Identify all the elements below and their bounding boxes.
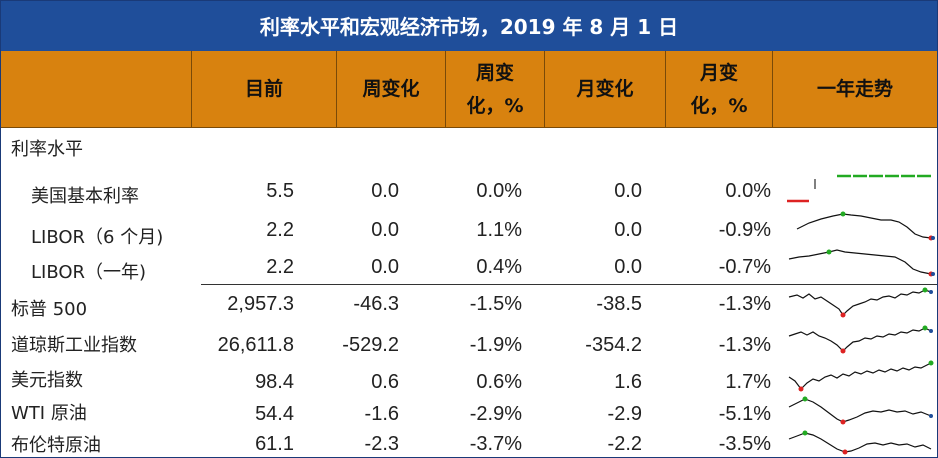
row-week-pct: 0.6% [476,371,522,393]
row-month-pct: -0.7% [718,256,771,278]
header-month-pct-line2: 化，% [690,94,748,117]
row-current: 2.2 [266,219,294,241]
trend-sparkline [788,249,935,277]
row-week-pct: -1.9% [469,334,522,356]
header-divider [1,127,937,128]
row-week-change: 0.0 [371,256,399,278]
header-month-change-text: 月变化 [576,78,634,100]
section-rates-label: 利率水平 [11,139,83,160]
trend-sparkline [788,325,933,354]
row-label: 美国基本利率 [31,186,139,207]
row-month-change: 0.0 [614,180,642,202]
header-week-change-pct: 周变 化，% [446,51,545,128]
row-month-change: -354.2 [585,334,642,356]
row-current: 2.2 [266,256,294,278]
row-label: 道琼斯工业指数 [11,335,137,356]
row-week-pct: -2.9% [469,403,522,425]
header-week-change: 周变化 [337,51,446,128]
row-month-pct: 0.0% [725,180,771,202]
row-month-pct: -5.1% [718,403,771,425]
row-month-change: -38.5 [596,293,642,315]
row-week-pct: 1.1% [476,219,522,241]
table-title: 利率水平和宏观经济市场，2019 年 8 月 1 日 [1,1,937,51]
header-week-pct-line2: 化，% [466,94,524,117]
row-current: 26,611.8 [217,334,294,356]
row-label: LIBOR（一年) [31,262,147,283]
row-week-pct: 0.0% [476,180,522,202]
header-trend-text: 一年走势 [816,78,893,100]
header-month-change-pct: 月变 化，% [666,51,773,128]
row-week-pct: 0.4% [476,256,522,278]
row-month-change: -2.9 [607,403,642,425]
row-week-change: -529.2 [342,334,399,356]
row-week-change: 0.0 [371,180,399,202]
row-label: 标普 500 [11,299,88,320]
row-month-change: 0.0 [614,219,642,241]
row-current: 5.5 [266,180,294,202]
trend-sparkline [788,396,933,425]
row-week-change: 0.6 [371,371,399,393]
row-month-pct: -0.9% [718,219,771,241]
trend-sparkline [788,430,932,455]
row-week-pct: -3.7% [469,433,522,455]
trend-sparkline [788,360,934,392]
row-month-pct: -1.3% [718,293,771,315]
row-month-change: 1.6 [614,371,642,393]
row-week-change: -2.3 [364,433,399,455]
row-month-pct: 1.7% [725,371,771,393]
row-week-pct: -1.5% [469,293,522,315]
row-month-change: -2.2 [607,433,642,455]
row-label: 布伦特原油 [11,435,101,456]
header-week-pct-line1: 周变 [475,61,514,84]
trend-sparkline [796,211,935,241]
header-trend: 一年走势 [773,51,937,128]
header-label-cell [1,51,192,128]
row-month-change: 0.0 [614,256,642,278]
row-current: 2,957.3 [227,293,294,315]
row-week-change: 0.0 [371,219,399,241]
row-label: LIBOR（6 个月) [31,227,164,248]
row-label: WTI 原油 [11,403,87,424]
divider-gap [1,284,191,285]
header-current: 目前 [192,51,337,128]
section-divider [201,284,937,285]
header-week-change-text: 周变化 [362,78,420,100]
row-month-pct: -1.3% [718,334,771,356]
header-current-text: 目前 [244,78,283,100]
row-label: 美元指数 [11,370,83,391]
header-month-change: 月变化 [545,51,666,128]
row-week-change: -1.6 [364,403,399,425]
header-month-pct-line1: 月变 [699,61,738,84]
trend-sparkline [788,287,933,318]
row-current: 61.1 [255,433,294,455]
row-month-pct: -3.5% [718,433,771,455]
row-week-change: -46.3 [353,293,399,315]
trend-sparkline [787,174,933,203]
row-current: 54.4 [255,403,294,425]
row-current: 98.4 [255,371,294,393]
